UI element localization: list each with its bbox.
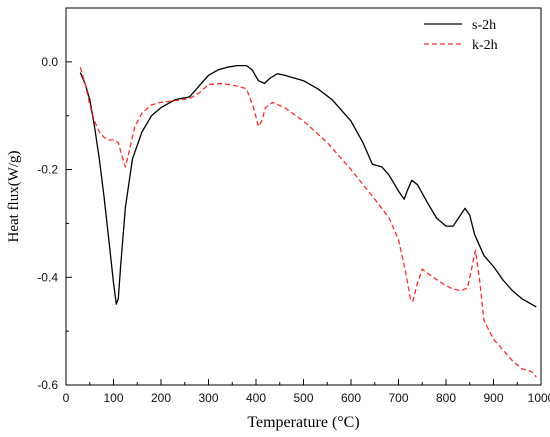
x-tick-label: 400 bbox=[246, 391, 266, 405]
x-tick-label: 500 bbox=[293, 391, 313, 405]
x-axis-title: Temperature (°C) bbox=[247, 414, 359, 431]
legend-label-k-2h: k-2h bbox=[472, 38, 498, 53]
legend: s-2h k-2h bbox=[424, 18, 498, 53]
legend-label-s-2h: s-2h bbox=[472, 18, 496, 33]
x-tick-label: 300 bbox=[198, 391, 218, 405]
series-layer bbox=[79, 64, 537, 378]
x-tick-label: 0 bbox=[63, 391, 70, 405]
x-tick-label: 800 bbox=[436, 391, 456, 405]
x-tick-label: 1000 bbox=[528, 391, 550, 405]
x-tick-label: 100 bbox=[103, 391, 123, 405]
y-tick-label: -0.6 bbox=[37, 378, 58, 392]
x-tick-label: 600 bbox=[341, 391, 361, 405]
x-tick-label: 900 bbox=[483, 391, 503, 405]
y-tick-label: 0.0 bbox=[41, 55, 58, 69]
y-tick-label: -0.2 bbox=[37, 163, 58, 177]
ticks-layer: 0 100 200 300 400 500 600 700 800 900 1000 -0.6 -0.4… bbox=[37, 7, 550, 405]
y-axis-title: Heat flux(W/g) bbox=[6, 150, 22, 242]
x-tick-label: 700 bbox=[388, 391, 408, 405]
x-tick-label: 200 bbox=[151, 391, 171, 405]
series-line-s-2h bbox=[79, 64, 537, 308]
series-line-k-2h bbox=[79, 67, 537, 378]
y-tick-label: -0.4 bbox=[37, 270, 58, 284]
